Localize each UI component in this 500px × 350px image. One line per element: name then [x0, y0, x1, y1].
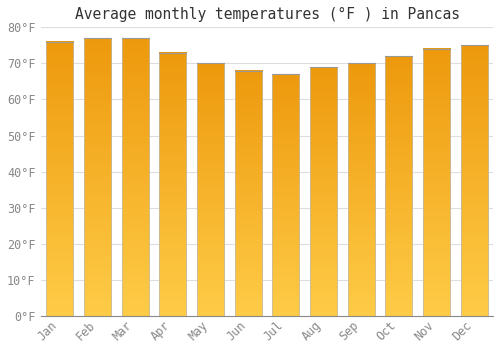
Title: Average monthly temperatures (°F ) in Pancas: Average monthly temperatures (°F ) in Pa…: [74, 7, 460, 22]
